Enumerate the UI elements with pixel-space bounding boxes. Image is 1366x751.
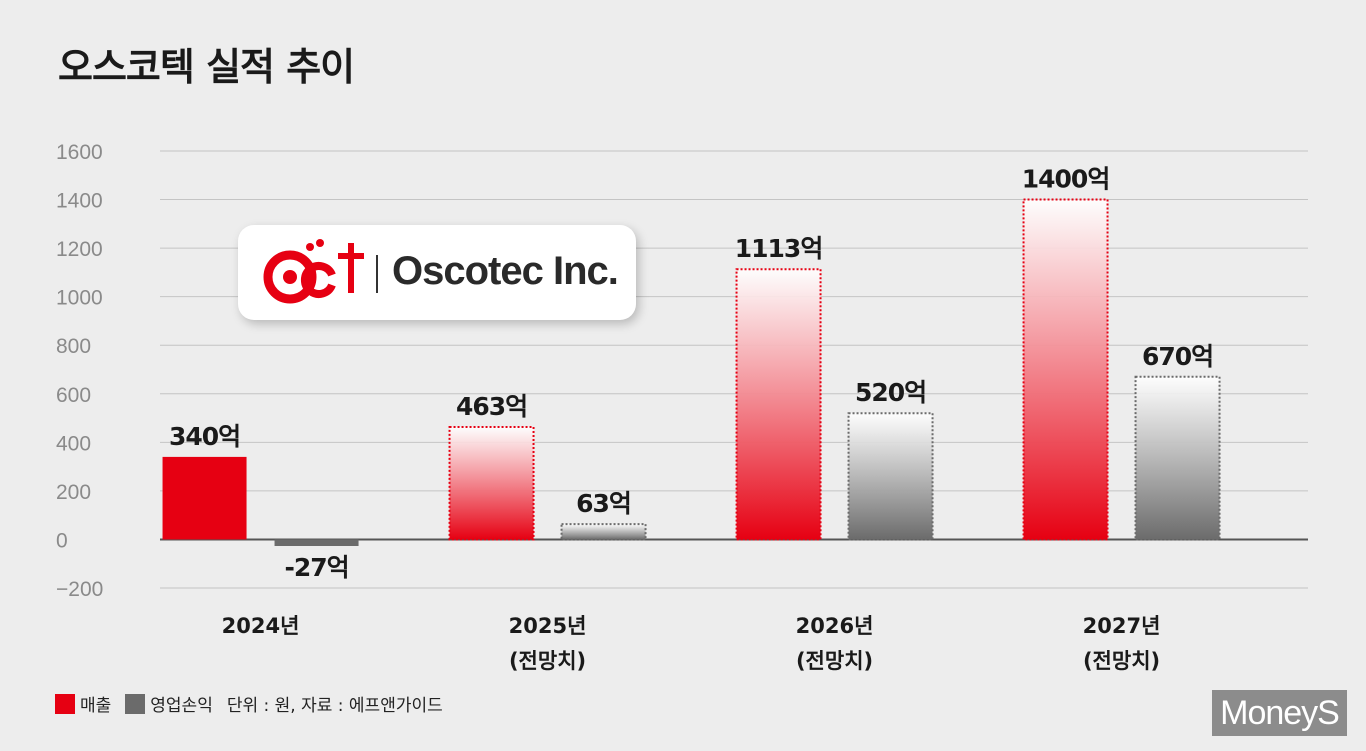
x-category-note: (전망치) [509,649,586,673]
y-tick-label: 400 [56,432,91,455]
logo-divider [376,255,378,293]
bar-operating-profit-2 [560,523,647,541]
legend-item-revenue: 매출 [55,691,111,716]
company-name: Oscotec Inc. [392,249,619,293]
bar-revenue-1 [162,456,247,540]
legend-label-revenue: 매출 [80,696,112,716]
legend-item-operating-profit: 영업손익 [125,691,213,716]
source-note-text: 단위 : 원, 자료 : 에프앤가이드 [226,696,443,716]
value-label-operating-profit-3: 520억 [855,378,926,407]
x-category-note: (전망치) [1083,649,1160,673]
legend: 매출 영업손익 단위 : 원, 자료 : 에프앤가이드 [55,691,457,716]
y-tick-label: 1200 [56,238,103,261]
y-tick-label: 1600 [56,141,103,164]
x-axis-categories: 2024년 2025년 (전망치) 2026년 (전망치) 2027년 (전망치) [222,614,1161,673]
bar-revenue-2 [448,426,535,541]
x-category-label: 2024년 [222,614,300,638]
y-axis-ticks: 1600 1400 1200 1000 800 600 400 200 0 −200 [56,141,103,601]
bar-operating-profit-4 [1134,375,1221,541]
legend-label-operating-profit: 영업손익 [150,696,213,716]
y-tick-label: 1000 [56,287,103,310]
bars [162,198,1221,546]
legend-swatch-revenue [55,693,75,714]
moneys-watermark: MoneyS [1212,690,1347,736]
bar-revenue-3 [735,268,822,541]
oscotec-logo-card: Oscotec Inc. [238,225,636,320]
value-label-revenue-4: 1400억 [1022,165,1110,194]
y-tick-label: 600 [56,384,91,407]
value-label-operating-profit-4: 670억 [1142,342,1213,371]
x-category-label: 2025년 [509,614,587,638]
bar-operating-profit-1 [274,539,359,546]
oct-logo-icon [263,239,364,304]
value-label-operating-profit-2: 63억 [576,489,631,518]
y-tick-label: 200 [56,481,91,504]
chart-title: 오스코텍 실적 추이 [58,45,355,89]
y-tick-label: −200 [56,578,103,601]
value-label-revenue-2: 463억 [456,392,527,421]
bar-revenue-4 [1022,198,1109,541]
bar-operating-profit-3 [847,412,934,541]
value-label-operating-profit-1: -27억 [284,553,348,582]
y-tick-label: 800 [56,335,91,358]
value-label-revenue-1: 340억 [169,422,240,451]
y-tick-label: 0 [56,529,68,552]
value-labels: 340억 -27억 463억 63억 1113억 520억 1400억 670억 [169,165,1214,582]
legend-swatch-operating-profit [125,693,146,714]
x-category-label: 2026년 [796,614,874,638]
x-category-note: (전망치) [796,649,873,673]
x-category-label: 2027년 [1083,614,1161,638]
source-note: 단위 : 원, 자료 : 에프앤가이드 [227,691,443,716]
y-tick-label: 1400 [56,190,103,213]
value-label-revenue-3: 1113억 [735,234,823,263]
